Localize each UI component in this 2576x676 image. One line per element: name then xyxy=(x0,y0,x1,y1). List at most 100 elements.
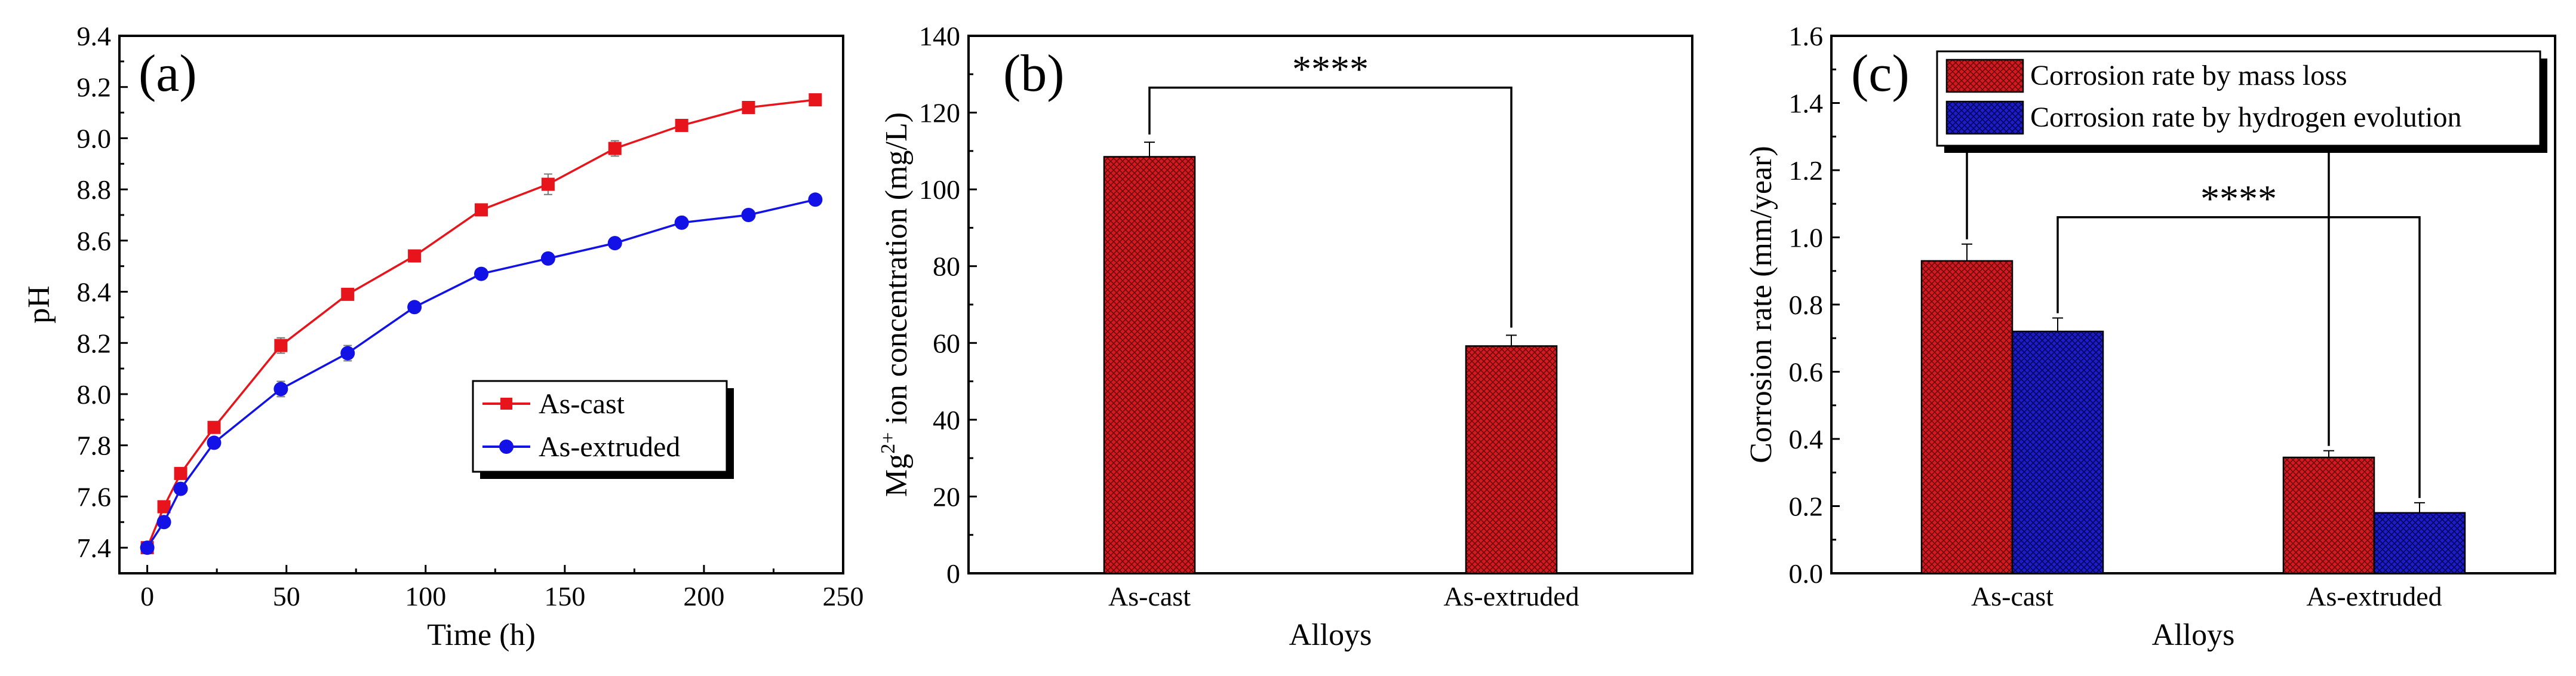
y-tick-label-0.2: 0.2 xyxy=(1789,491,1824,522)
panel-a-frame xyxy=(118,35,844,574)
y-tick-label-1.2: 1.2 xyxy=(1789,155,1824,186)
point-as-extruded-11 xyxy=(741,208,756,222)
y-tick-label-1.6: 1.6 xyxy=(1789,21,1824,51)
point-as-cast-4 xyxy=(274,339,288,352)
panel-a-legend: As-cast As-extruded xyxy=(472,380,734,479)
series-line-1 xyxy=(146,198,816,549)
panel-a-xlabel: Time (h) xyxy=(427,618,536,652)
panel-b-ylabel-prefix: Mg xyxy=(880,454,914,497)
y-tick-label-9.2: 9.2 xyxy=(77,72,112,103)
legend-as-cast-label: As-cast xyxy=(539,388,625,420)
y-tick-label-120: 120 xyxy=(919,98,960,128)
panel-a-chart: (a) Time (h) pH 0 50 100 150 200 250 7.4 7.6 7.… xyxy=(22,21,864,652)
legend-as-extruded-marker xyxy=(499,440,514,454)
y-tick-label-20: 20 xyxy=(933,481,960,512)
x-tick-label-250: 250 xyxy=(823,581,864,612)
panel-c-label: (c) xyxy=(1851,45,1910,103)
legend-as-cast-marker xyxy=(500,398,512,410)
bar-As-cast-series-0 xyxy=(1920,260,2014,574)
point-as-cast-12 xyxy=(809,93,822,107)
legend-mass-loss-swatch xyxy=(1945,59,2024,93)
point-as-cast-10 xyxy=(675,119,688,132)
point-as-cast-1 xyxy=(157,500,171,514)
point-as-cast-9 xyxy=(608,142,622,155)
y-tick-label-60: 60 xyxy=(933,328,960,358)
point-as-cast-6 xyxy=(408,249,422,263)
point-as-cast-2 xyxy=(174,466,187,480)
y-tick-label-7.8: 7.8 xyxy=(77,431,112,461)
y-tick-label-80: 80 xyxy=(933,251,960,282)
point-as-extruded-1 xyxy=(156,515,171,530)
legend-mass-loss-label: Corrosion rate by mass loss xyxy=(2030,60,2347,91)
point-as-extruded-10 xyxy=(674,215,689,230)
significance-bracket xyxy=(1148,87,1513,328)
significance-bracket-hydrogen xyxy=(2057,216,2421,498)
panel-b-xlabel: Alloys xyxy=(1289,618,1372,652)
point-as-cast-5 xyxy=(341,287,355,301)
point-as-cast-7 xyxy=(475,203,488,217)
y-tick-label-0.6: 0.6 xyxy=(1789,357,1824,388)
point-as-extruded-6 xyxy=(407,300,422,315)
point-as-extruded-5 xyxy=(340,346,355,361)
bar-As-extruded xyxy=(1465,345,1558,574)
y-tick-label-0.8: 0.8 xyxy=(1789,290,1824,320)
legend-as-extruded-label: As-extruded xyxy=(539,431,680,463)
panel-b-chart: (b) Alloys Mg2+ ion concentration (mg/L)… xyxy=(877,21,1693,652)
bar-As-extruded-series-1 xyxy=(2373,512,2466,574)
y-tick-label-8.6: 8.6 xyxy=(77,226,112,256)
significance-stars-hydrogen: **** xyxy=(2200,177,2277,220)
y-tick-label-7.6: 7.6 xyxy=(77,481,112,512)
point-as-extruded-9 xyxy=(607,236,622,251)
point-as-extruded-2 xyxy=(173,481,188,496)
point-as-extruded-8 xyxy=(540,251,555,266)
point-as-extruded-12 xyxy=(808,192,823,207)
y-tick-label-0: 0 xyxy=(946,558,960,589)
y-tick-label-8.4: 8.4 xyxy=(77,277,112,308)
point-as-cast-3 xyxy=(207,420,221,434)
y-tick-label-0.0: 0.0 xyxy=(1789,558,1824,589)
bar-As-extruded-series-0 xyxy=(2282,456,2375,574)
y-tick-label-140: 140 xyxy=(919,21,960,51)
point-as-extruded-3 xyxy=(207,435,222,450)
point-as-cast-8 xyxy=(541,177,555,191)
point-as-extruded-0 xyxy=(140,540,155,555)
panel-c-ylabel: Corrosion rate (mm/year) xyxy=(1744,146,1778,463)
panel-b-ylabel-sup: 2+ xyxy=(877,432,899,454)
bar-As-cast xyxy=(1103,156,1196,574)
point-as-extruded-4 xyxy=(273,382,288,397)
y-tick-label-8.0: 8.0 xyxy=(77,379,112,410)
panel-c-chart: (c) Alloys Corrosion rate (mm/year) 0.0 0… xyxy=(1744,21,2556,652)
panel-c-xlabel: Alloys xyxy=(2152,618,2235,652)
y-tick-label-9.4: 9.4 xyxy=(77,21,112,51)
point-as-extruded-7 xyxy=(474,266,488,281)
y-tick-label-1.0: 1.0 xyxy=(1789,223,1824,253)
x-tick-label-50: 50 xyxy=(273,581,300,612)
legend-hydrogen-swatch xyxy=(1945,100,2024,135)
x-tick-label-As-cast: As-cast xyxy=(1971,581,2054,612)
x-tick-label-As-cast: As-cast xyxy=(1108,581,1191,612)
x-tick-label-100: 100 xyxy=(405,581,446,612)
panel-a-label: (a) xyxy=(139,45,197,103)
y-tick-label-9.0: 9.0 xyxy=(77,123,112,153)
x-tick-label-200: 200 xyxy=(683,581,724,612)
point-as-cast-11 xyxy=(742,101,755,114)
x-tick-label-As-extruded: As-extruded xyxy=(1443,581,1579,612)
y-tick-label-100: 100 xyxy=(919,174,960,205)
bar-As-cast-series-1 xyxy=(2011,330,2104,574)
panel-b-frame xyxy=(967,35,1693,574)
y-tick-label-8.2: 8.2 xyxy=(77,328,112,358)
panel-a-ylabel: pH xyxy=(22,285,56,324)
x-tick-label-0: 0 xyxy=(140,581,154,612)
panel-c-legend: Corrosion rate by mass loss Corrosion ra… xyxy=(1936,50,2547,153)
legend-hydrogen-label: Corrosion rate by hydrogen evolution xyxy=(2030,102,2462,133)
panel-b-ylabel-suffix: ion concentration (mg/L) xyxy=(880,112,914,432)
x-tick-label-150: 150 xyxy=(544,581,585,612)
significance-stars: **** xyxy=(1292,48,1369,90)
y-tick-label-8.8: 8.8 xyxy=(77,174,112,205)
x-tick-label-As-extruded: As-extruded xyxy=(2306,581,2442,612)
panel-b-ylabel: Mg2+ ion concentration (mg/L) xyxy=(877,112,914,497)
y-tick-label-1.4: 1.4 xyxy=(1789,88,1824,119)
y-tick-label-0.4: 0.4 xyxy=(1789,424,1824,454)
panel-b-label: (b) xyxy=(1003,45,1065,103)
